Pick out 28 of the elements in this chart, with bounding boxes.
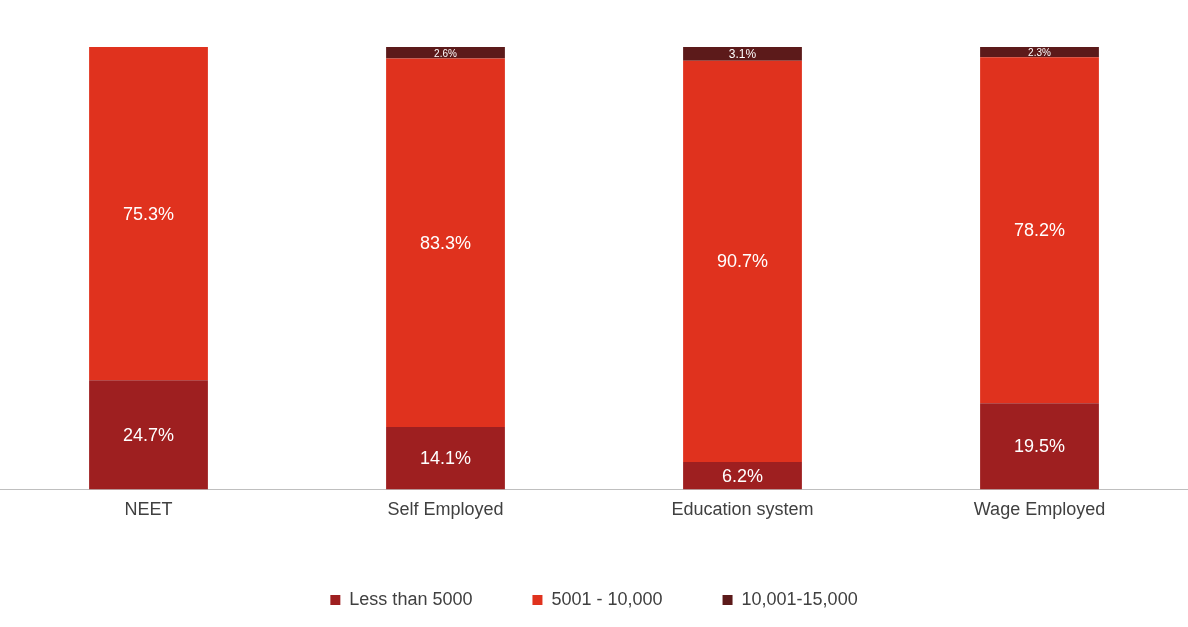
bar [89, 47, 208, 381]
bar [683, 60, 802, 462]
data-label: 3.1% [728, 47, 757, 62]
x-tick-label: NEET [124, 499, 173, 520]
bar [980, 403, 1099, 490]
data-label: 75.3% [122, 203, 175, 224]
data-label: 19.5% [1013, 436, 1066, 457]
bar [386, 427, 505, 490]
data-label: 2.3% [1028, 46, 1051, 58]
data-label: 2.6% [434, 47, 457, 59]
x-tick-label: Education system [671, 499, 814, 520]
data-label: 6.2% [721, 465, 764, 486]
bar [386, 58, 505, 428]
legend-label: 10,001-15,000 [741, 588, 858, 609]
data-label: 83.3% [419, 232, 472, 253]
x-tick-label: Wage Employed [973, 499, 1106, 520]
x-tick-label: Self Employed [387, 499, 504, 520]
data-label: 24.7% [122, 424, 175, 445]
data-label: 14.1% [419, 448, 472, 469]
data-label: 90.7% [716, 251, 769, 272]
data-label: 78.2% [1013, 220, 1066, 241]
bar [683, 461, 802, 490]
legend-label: Less than 5000 [349, 588, 473, 609]
bar [980, 57, 1099, 404]
legend-label: 5001 - 10,000 [551, 588, 663, 609]
bar [386, 47, 505, 59]
bar [683, 47, 802, 61]
bar [89, 380, 208, 490]
